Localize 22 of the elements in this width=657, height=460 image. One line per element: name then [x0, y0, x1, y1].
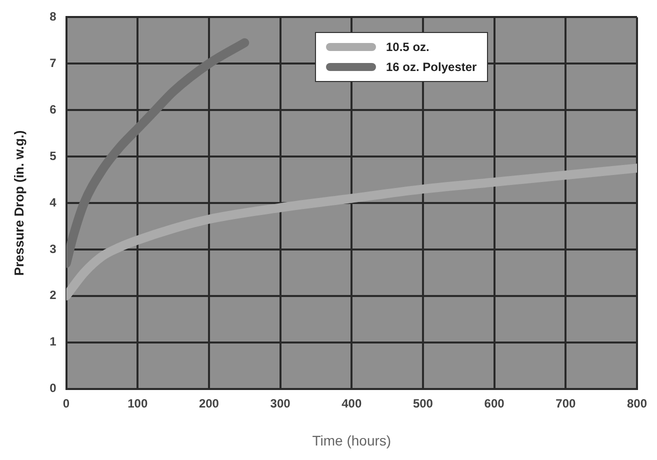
y-axis-title: Pressure Drop (in. w.g.)	[11, 130, 26, 276]
x-tick-label: 500	[412, 396, 434, 410]
x-tick-label: 600	[484, 396, 505, 410]
x-tick-label: 200	[198, 396, 220, 410]
x-tick-label: 100	[128, 396, 148, 410]
y-tick-label: 4	[50, 195, 57, 210]
x-tick-label: 700	[556, 396, 576, 410]
y-tick-label: 7	[50, 56, 57, 70]
x-axis-title: Time (hours)	[312, 432, 392, 448]
y-tick-label: 6	[50, 102, 57, 116]
y-tick-label: 8	[50, 10, 57, 24]
x-tick-label: 300	[270, 396, 291, 410]
y-tick-label: 2	[50, 288, 57, 302]
legend-label: 10.5 oz.	[386, 40, 430, 54]
y-tick-label: 3	[50, 242, 57, 256]
y-tick-label: 5	[50, 148, 57, 163]
legend-label: 16 oz. Polyester	[386, 60, 477, 74]
x-tick-label: 0	[62, 396, 70, 410]
y-tick-label: 0	[50, 381, 57, 396]
x-tick-label: 400	[342, 396, 362, 410]
x-tick-label: 800	[626, 396, 648, 410]
y-tick-label: 1	[50, 334, 57, 349]
